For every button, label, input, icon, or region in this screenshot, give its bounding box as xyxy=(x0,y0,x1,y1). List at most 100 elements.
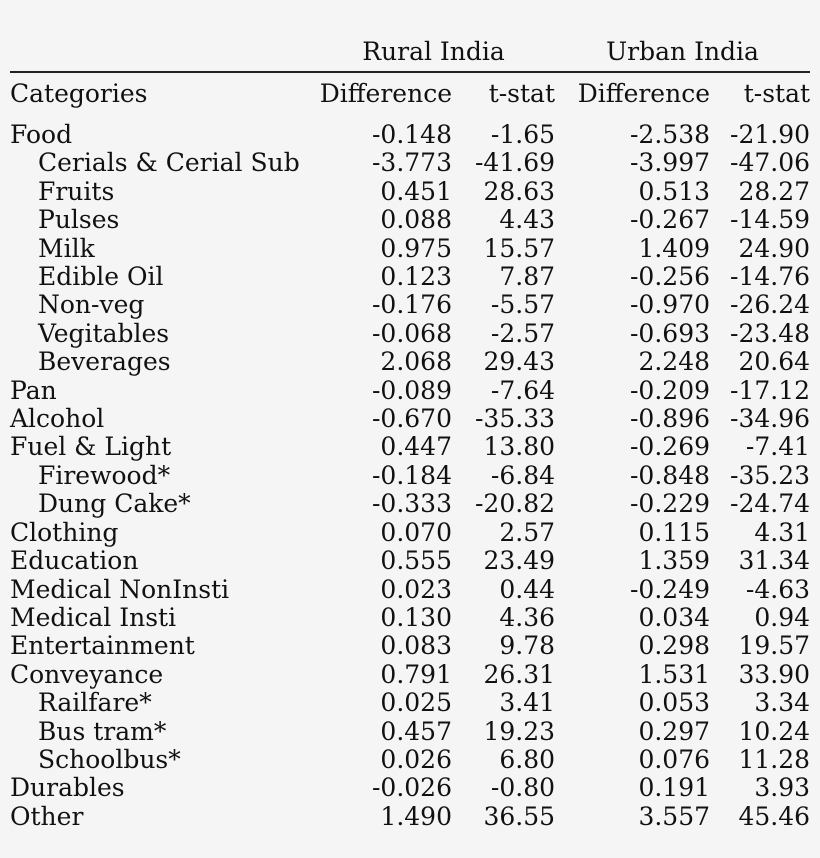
rural-tstat-cell: -7.64 xyxy=(490,375,556,405)
rural-difference-cell: 0.791 xyxy=(380,659,452,689)
table-row: Clothing 0.070 2.57 0.115 4.31 xyxy=(10,517,810,547)
urban-tstat-cell: 3.34 xyxy=(754,688,811,718)
table-row: Fuel & Light 0.447 13.80 -0.269 -7.41 xyxy=(10,432,811,462)
urban-tstat-cell: 28.27 xyxy=(738,176,811,206)
rural-tstat-cell: -1.65 xyxy=(490,120,556,149)
category-cell: Entertainment xyxy=(10,631,195,661)
rural-tstat-cell: 2.57 xyxy=(499,517,556,547)
table-row: Pan -0.089 -7.64 -0.209 -17.12 xyxy=(10,375,810,405)
urban-tstat-cell: 0.94 xyxy=(754,602,811,632)
rural-difference-cell: -0.184 xyxy=(371,460,452,490)
rural-difference-cell: 2.068 xyxy=(380,347,452,377)
urban-difference-cell: 1.359 xyxy=(638,546,711,576)
table-row: Beverages 2.068 29.43 2.248 20.64 xyxy=(10,347,811,377)
table-row: Medical NonInsti 0.023 0.44 -0.249 -4.63 xyxy=(10,574,810,604)
category-cell: Non-veg xyxy=(38,290,145,320)
table-row: Fruits 0.451 28.63 0.513 28.27 xyxy=(10,176,811,206)
category-cell: Durables xyxy=(10,773,125,803)
table-row: Vegitables -0.068 -2.57 -0.693 -23.48 xyxy=(10,318,811,348)
urban-tstat-cell: -7.41 xyxy=(745,432,811,462)
urban-difference-cell: 0.297 xyxy=(638,716,711,746)
urban-difference-cell: 0.076 xyxy=(638,744,711,774)
table-row: Conveyance 0.791 26.31 1.531 33.90 xyxy=(10,659,810,689)
urban-difference-cell: 0.034 xyxy=(638,602,711,632)
table-row: Railfare* 0.025 3.41 0.053 3.34 xyxy=(10,688,811,718)
rural-tstat-cell: 9.78 xyxy=(499,631,556,661)
rural-difference-cell: -0.148 xyxy=(371,120,452,149)
urban-tstat-cell: -23.48 xyxy=(730,318,811,348)
rural-tstat-cell: -20.82 xyxy=(474,489,556,519)
table-row: Alcohol -0.670 -35.33 -0.896 -34.96 xyxy=(10,404,811,434)
urban-difference-cell: -3.997 xyxy=(629,148,711,178)
rural-difference-cell: 0.023 xyxy=(380,574,452,604)
category-cell: Edible Oil xyxy=(38,262,164,292)
urban-tstat-cell: 24.90 xyxy=(738,233,811,263)
category-cell: Conveyance xyxy=(10,659,164,689)
rural-difference-cell: 0.451 xyxy=(380,176,452,206)
category-cell: Other xyxy=(10,801,84,831)
urban-tstat-cell: -26.24 xyxy=(730,290,811,320)
urban-tstat-cell: -34.96 xyxy=(730,404,811,434)
category-cell: Medical Insti xyxy=(10,602,177,632)
category-cell: Bus tram* xyxy=(38,716,167,746)
urban-difference-cell: 0.298 xyxy=(638,631,711,661)
rural-difference-cell: 0.026 xyxy=(380,744,452,774)
urban-tstat-cell: 20.64 xyxy=(738,347,811,377)
rural-tstat-cell: -6.84 xyxy=(490,460,556,490)
table-row: Medical Insti 0.130 4.36 0.034 0.94 xyxy=(10,602,811,632)
column-header-rural-tstat: t-stat xyxy=(452,71,556,115)
rural-difference-cell: 1.490 xyxy=(380,801,452,831)
urban-difference-cell: 1.409 xyxy=(638,233,711,263)
rural-tstat-cell: 28.63 xyxy=(483,176,556,206)
urban-difference-cell: 2.248 xyxy=(638,347,711,377)
table-row: Durables -0.026 -0.80 0.191 3.93 xyxy=(10,773,811,803)
category-cell: Schoolbus* xyxy=(38,744,181,774)
rural-difference-cell: -0.333 xyxy=(371,489,452,519)
urban-difference-cell: -2.538 xyxy=(629,120,711,149)
urban-difference-cell: -0.848 xyxy=(629,460,711,490)
table-row: Edible Oil 0.123 7.87 -0.256 -14.76 xyxy=(10,262,810,292)
urban-tstat-cell: 10.24 xyxy=(738,716,811,746)
urban-difference-cell: -0.269 xyxy=(629,432,711,462)
group-header-empty xyxy=(10,33,312,72)
rural-tstat-cell: -35.33 xyxy=(474,404,556,434)
category-cell: Railfare* xyxy=(38,688,152,718)
rural-difference-cell: -0.670 xyxy=(371,404,452,434)
category-cell: Firewood* xyxy=(38,460,171,490)
category-cell: Milk xyxy=(38,233,95,263)
table-body: Food -0.148 -1.65 -2.538 -21.90 Cerials & Cer… xyxy=(10,115,810,831)
rural-tstat-cell: -41.69 xyxy=(474,148,556,178)
urban-tstat-cell: -35.23 xyxy=(730,460,811,490)
rural-tstat-cell: 15.57 xyxy=(483,233,556,263)
table-row: Milk 0.975 15.57 1.409 24.90 xyxy=(10,233,811,263)
urban-difference-cell: 1.531 xyxy=(638,659,711,689)
rural-tstat-cell: 3.41 xyxy=(499,688,556,718)
table-row: Cerials & Cerial Sub -3.773 -41.69 -3.997 -4… xyxy=(10,148,811,178)
column-header-urban-tstat: t-stat xyxy=(710,71,811,115)
category-cell: Vegitables xyxy=(38,318,170,348)
category-cell: Dung Cake* xyxy=(38,489,191,519)
rural-difference-cell: -0.026 xyxy=(371,773,452,803)
results-table-wrapper: Rural India Urban India Categories Diffe… xyxy=(10,33,811,831)
group-header-urban: Urban India xyxy=(606,36,759,66)
category-cell: Alcohol xyxy=(10,404,105,434)
rural-tstat-cell: 36.55 xyxy=(483,801,556,831)
category-cell: Medical NonInsti xyxy=(10,574,230,604)
rural-tstat-cell: 23.49 xyxy=(483,546,556,576)
column-header-urban-difference: Difference xyxy=(555,71,711,115)
rural-difference-cell: 0.975 xyxy=(380,233,452,263)
category-cell: Food xyxy=(10,120,73,149)
rural-difference-cell: 0.457 xyxy=(380,716,452,746)
rural-tstat-cell: 6.80 xyxy=(499,744,556,774)
rural-tstat-cell: 29.43 xyxy=(483,347,556,377)
urban-tstat-cell: -14.59 xyxy=(730,205,811,235)
rural-difference-cell: -3.773 xyxy=(371,148,452,178)
urban-tstat-cell: 3.93 xyxy=(754,773,811,803)
column-header-categories: Categories xyxy=(10,71,312,115)
rural-tstat-cell: 4.43 xyxy=(499,205,556,235)
table-row: Education 0.555 23.49 1.359 31.34 xyxy=(10,546,810,576)
urban-difference-cell: -0.267 xyxy=(629,205,711,235)
rural-difference-cell: 0.123 xyxy=(380,262,452,292)
category-cell: Education xyxy=(10,546,139,576)
urban-tstat-cell: -47.06 xyxy=(730,148,811,178)
